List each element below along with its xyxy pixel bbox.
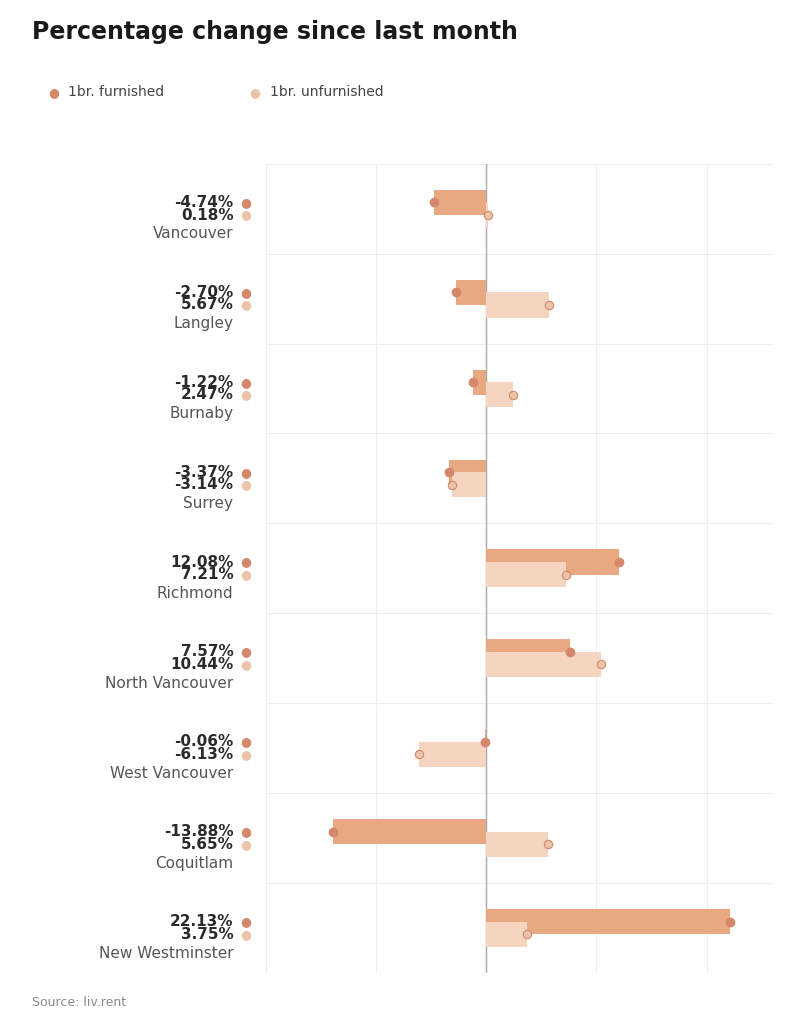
Text: North Vancouver: North Vancouver	[105, 676, 233, 691]
Text: Surrey: Surrey	[184, 496, 233, 511]
Text: -3.37%: -3.37%	[175, 465, 233, 479]
Text: ●: ●	[250, 86, 261, 98]
Text: Source: liv.rent: Source: liv.rent	[32, 995, 126, 1009]
Text: ●: ●	[240, 915, 251, 928]
Text: 7.21%: 7.21%	[180, 567, 233, 582]
Text: New Westminster: New Westminster	[99, 945, 233, 961]
Text: -6.13%: -6.13%	[175, 746, 233, 762]
Bar	[456, 280, 486, 305]
Text: ●: ●	[240, 568, 251, 581]
Text: ●: ●	[240, 825, 251, 839]
Text: Percentage change since last month: Percentage change since last month	[32, 20, 518, 44]
Text: ●: ●	[240, 748, 251, 761]
Text: 2.47%: 2.47%	[180, 387, 233, 402]
Text: Langley: Langley	[173, 316, 233, 332]
Text: 12.08%: 12.08%	[170, 555, 233, 569]
Bar	[419, 741, 486, 767]
Text: ●: ●	[240, 209, 251, 221]
Text: ●: ●	[240, 556, 251, 568]
Text: -3.14%: -3.14%	[175, 477, 233, 493]
Text: -2.70%: -2.70%	[174, 285, 233, 300]
Bar	[486, 293, 549, 317]
Text: ●: ●	[240, 376, 251, 389]
Text: 10.44%: 10.44%	[170, 657, 233, 672]
Text: 1br. unfurnished: 1br. unfurnished	[270, 85, 383, 99]
Bar	[449, 460, 486, 484]
Text: ●: ●	[240, 298, 251, 311]
Text: Burnaby: Burnaby	[169, 407, 233, 421]
Bar	[473, 370, 486, 395]
Text: ●: ●	[240, 645, 251, 658]
Text: -4.74%: -4.74%	[175, 195, 233, 210]
Bar	[486, 831, 548, 857]
Text: Coquitlam: Coquitlam	[155, 856, 233, 870]
Text: ●: ●	[240, 838, 251, 851]
Bar	[486, 922, 527, 947]
Text: ●: ●	[240, 466, 251, 478]
Text: 0.18%: 0.18%	[181, 208, 233, 222]
Text: 7.57%: 7.57%	[180, 644, 233, 659]
Text: ●: ●	[240, 286, 251, 299]
Text: ●: ●	[240, 388, 251, 401]
Bar	[486, 203, 488, 227]
Text: -1.22%: -1.22%	[174, 375, 233, 390]
Bar	[486, 550, 619, 574]
Text: ●: ●	[240, 928, 251, 941]
Bar	[486, 562, 566, 587]
Text: ●: ●	[48, 86, 60, 98]
Bar	[486, 909, 730, 934]
Bar	[486, 652, 601, 677]
Bar	[434, 189, 486, 215]
Text: West Vancouver: West Vancouver	[110, 766, 233, 780]
Text: -13.88%: -13.88%	[164, 824, 233, 840]
Bar	[452, 472, 486, 498]
Bar	[333, 819, 486, 844]
Text: ●: ●	[240, 735, 251, 749]
Text: ●: ●	[240, 658, 251, 671]
Text: -0.06%: -0.06%	[174, 734, 233, 750]
Text: 1br. furnished: 1br. furnished	[68, 85, 164, 99]
Text: 3.75%: 3.75%	[180, 927, 233, 942]
Bar	[486, 639, 570, 665]
Text: 22.13%: 22.13%	[170, 914, 233, 929]
Text: 5.67%: 5.67%	[180, 297, 233, 312]
Text: Richmond: Richmond	[157, 586, 233, 601]
Text: Vancouver: Vancouver	[153, 226, 233, 242]
Text: 5.65%: 5.65%	[180, 837, 233, 852]
Bar	[486, 382, 514, 408]
Text: ●: ●	[240, 196, 251, 209]
Text: ●: ●	[240, 478, 251, 492]
